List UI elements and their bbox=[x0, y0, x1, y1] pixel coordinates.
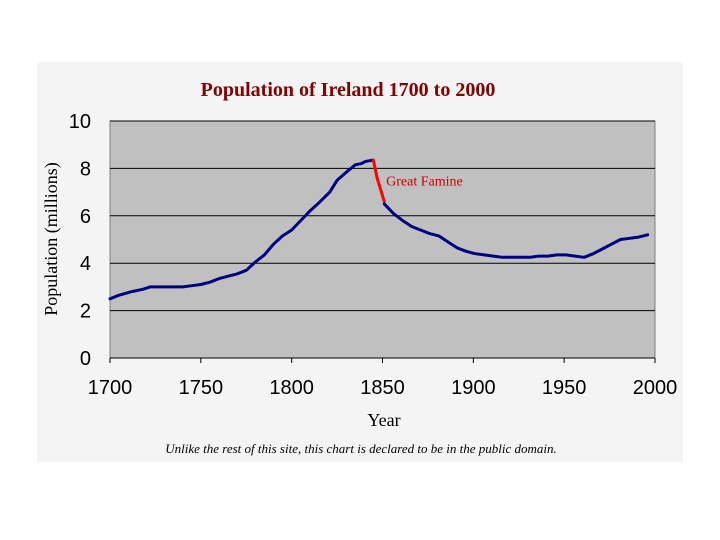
series-layer bbox=[108, 158, 650, 301]
plot-area bbox=[109, 120, 656, 359]
footnote: Unlike the rest of this site, this chart… bbox=[165, 441, 557, 456]
y-tick-label: 10 bbox=[69, 111, 91, 133]
y-tick-labels: 0 2 4 6 8 10 bbox=[69, 111, 91, 370]
famine-decline-line bbox=[371, 158, 386, 204]
chart-title: Population of Ireland 1700 to 2000 bbox=[201, 79, 496, 101]
y-axis-label: Population (millions) bbox=[41, 162, 62, 316]
x-tick-label: 1850 bbox=[360, 377, 405, 399]
x-axis-label: Year bbox=[367, 410, 400, 430]
y-tick-label: 6 bbox=[80, 206, 91, 228]
chart-panel: Population of Ireland 1700 to 2000 1700 1… bbox=[37, 62, 683, 462]
y-tick-label: 0 bbox=[80, 348, 91, 370]
x-tick-label: 1700 bbox=[88, 377, 133, 399]
x-tick-label: 1900 bbox=[451, 377, 496, 399]
y-tick-label: 2 bbox=[80, 301, 91, 323]
x-tick-label: 2000 bbox=[633, 377, 678, 399]
population-line-chart: Population of Ireland 1700 to 2000 1700 1… bbox=[41, 79, 678, 456]
population-line-post-famine bbox=[382, 202, 650, 259]
y-tick-label: 4 bbox=[80, 253, 91, 275]
y-tick-label: 8 bbox=[80, 158, 91, 180]
x-tick-label: 1750 bbox=[179, 377, 224, 399]
x-tick-label: 1950 bbox=[542, 377, 587, 399]
x-tick-label: 1800 bbox=[269, 377, 314, 399]
population-line-pre-famine bbox=[108, 158, 375, 301]
x-tick-labels: 1700 1750 1800 1850 1900 1950 2000 bbox=[88, 358, 678, 399]
annotation-great-famine: Great Famine bbox=[386, 174, 463, 189]
